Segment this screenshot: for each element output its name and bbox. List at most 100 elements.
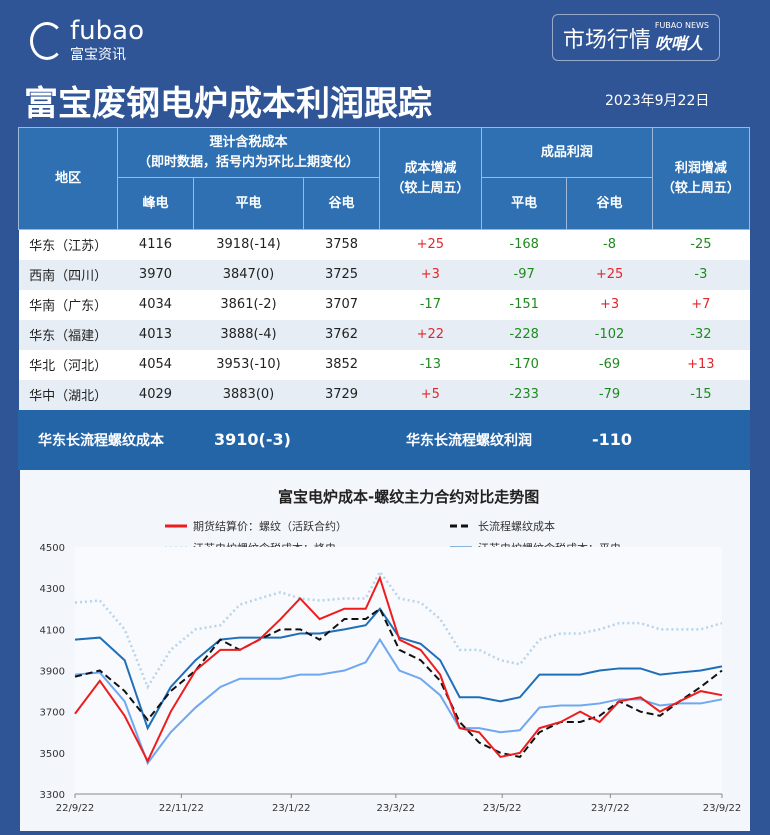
cell-peak: 4029 — [117, 379, 194, 410]
h-cost-chg: 成本增减 （较上周五） — [378, 127, 482, 230]
cell-region: 华南（广东） — [18, 289, 118, 320]
cell-peak: 3970 — [117, 259, 194, 290]
cell-p-valley: +3 — [566, 289, 653, 320]
news-a: 市场行情 — [562, 28, 651, 53]
cell-peak: 4013 — [117, 319, 194, 350]
series-line — [74, 607, 723, 731]
cell-p-valley: -79 — [566, 379, 653, 410]
cell-valley: 3758 — [303, 229, 380, 260]
cell-p-chg: -32 — [652, 319, 750, 350]
cell-peak: 4116 — [117, 229, 194, 260]
cell-valley: 3707 — [303, 289, 380, 320]
cell-flat: 3953(-10) — [193, 349, 304, 380]
series-line — [74, 637, 723, 766]
cell-flat: 3847(0) — [193, 259, 304, 290]
h-vs2: （较上周五） — [661, 180, 740, 196]
y-tick-label: 4100 — [40, 625, 65, 636]
news-b: FUBAO NEWS — [654, 21, 709, 30]
x-tick-label: 23/9/22 — [703, 803, 742, 814]
page-title: 富宝废钢电炉成本利润跟踪 — [24, 84, 432, 124]
h-cost-sub: （即时数据，括号内为环比上期变化） — [137, 154, 359, 170]
cell-cost-chg: -13 — [379, 349, 482, 380]
cell-valley: 3762 — [303, 319, 380, 350]
news-badge: 市场行情 FUBAO NEWS 吹哨人 — [551, 14, 720, 61]
cell-p-flat: -233 — [481, 379, 567, 410]
cell-p-flat: -151 — [481, 289, 567, 320]
h-cost-chg-label: 成本增减 — [404, 160, 457, 176]
cell-cost-chg: +5 — [379, 379, 482, 410]
fubao-logo: fubao 富宝资讯 — [30, 18, 144, 64]
table-row: 华东（福建） 4013 3888(-4) 3762 +22 -228 -102 -32 — [18, 319, 750, 350]
cell-flat: 3918(-14) — [193, 229, 304, 260]
y-tick-label: 4300 — [40, 584, 65, 595]
chart-title: 富宝电炉成本-螺纹主力合约对比走势图 — [278, 488, 539, 506]
x-tick-label: 22/9/22 — [56, 803, 95, 814]
table-row: 华中（湖北） 4029 3883(0) 3729 +5 -233 -79 -15 — [18, 379, 750, 410]
cost-profit-table: 地区 理计含税成本 （即时数据，括号内为环比上期变化） 成本增减 （较上周五） 成品… — [17, 127, 751, 410]
cell-cost-chg: +25 — [379, 229, 482, 260]
h-vs: （较上周五） — [391, 180, 470, 196]
x-tick-label: 23/3/22 — [377, 803, 416, 814]
x-tick-label: 23/5/22 — [483, 803, 522, 814]
cell-valley: 3725 — [303, 259, 380, 290]
table-row: 西南（四川） 3970 3847(0) 3725 +3 -97 +25 -3 — [18, 259, 750, 290]
h-region: 地区 — [17, 127, 119, 230]
cell-p-chg: -3 — [652, 259, 750, 290]
cell-peak: 4034 — [117, 289, 194, 320]
cell-region: 华东（福建） — [18, 319, 118, 350]
summary-profit-value: -110 — [592, 430, 633, 449]
cell-cost-chg: -17 — [379, 289, 482, 320]
cell-cost-chg: +22 — [379, 319, 482, 350]
summary-cost-value: 3910(-3) — [214, 430, 291, 449]
cell-p-chg: +13 — [652, 349, 750, 380]
cell-flat: 3861(-2) — [193, 289, 304, 320]
h-p-flat: 平电 — [480, 177, 568, 230]
cell-p-chg: -15 — [652, 379, 750, 410]
summary-profit-label: 华东长流程螺纹利润 — [406, 433, 532, 449]
legend-label: 长流程螺纹成本 — [478, 519, 555, 533]
chart-svg: 富宝电炉成本-螺纹主力合约对比走势图 江苏电炉螺纹含税成本：峰电江苏电炉螺纹含税… — [40, 488, 742, 814]
table-row: 华南（广东） 4034 3861(-2) 3707 -17 -151 +3 +7 — [18, 289, 750, 320]
cell-p-valley: +25 — [566, 259, 653, 290]
logo-en: fubao — [70, 16, 144, 46]
cell-valley: 3729 — [303, 379, 380, 410]
cell-region: 华东（江苏） — [18, 229, 118, 260]
cell-valley: 3852 — [303, 349, 380, 380]
y-tick-label: 3700 — [40, 708, 65, 719]
summary-cost-label: 华东长流程螺纹成本 — [38, 433, 164, 449]
news-c: 吹哨人 — [654, 34, 703, 53]
cell-p-chg: +7 — [652, 289, 750, 320]
y-tick-label: 3900 — [40, 667, 65, 678]
legend-label: 期货结算价：螺纹（活跃合约） — [193, 519, 347, 533]
h-profit-chg-label: 利润增减 — [674, 160, 727, 176]
x-tick-label: 22/11/22 — [159, 803, 204, 814]
cell-p-flat: -228 — [481, 319, 567, 350]
logo-mark-icon — [30, 22, 64, 60]
series-line — [74, 575, 723, 764]
cell-p-valley: -8 — [566, 229, 653, 260]
h-profit: 成品利润 — [480, 127, 653, 178]
y-tick-label: 3300 — [40, 790, 65, 801]
cell-peak: 4054 — [117, 349, 194, 380]
cell-region: 西南（四川） — [18, 259, 118, 290]
x-tick-label: 23/7/22 — [591, 803, 630, 814]
cell-p-chg: -25 — [652, 229, 750, 260]
y-tick-label: 4500 — [40, 543, 65, 554]
trend-chart: 富宝电炉成本-螺纹主力合约对比走势图 江苏电炉螺纹含税成本：峰电江苏电炉螺纹含税… — [20, 470, 750, 831]
series-line — [74, 607, 723, 759]
report-date: 2023年9月22日 — [605, 93, 710, 109]
cell-p-flat: -168 — [481, 229, 567, 260]
h-cost: 理计含税成本 （即时数据，括号内为环比上期变化） — [117, 127, 380, 178]
table-row: 华北（河北） 4054 3953(-10) 3852 -13 -170 -69 +13 — [18, 349, 750, 380]
h-cost-label: 理计含税成本 — [209, 134, 288, 150]
x-tick-label: 23/1/22 — [272, 803, 311, 814]
h-flat: 平电 — [192, 177, 305, 230]
table-row: 华东（江苏） 4116 3918(-14) 3758 +25 -168 -8 -25 — [18, 229, 750, 260]
h-p-valley: 谷电 — [566, 177, 653, 230]
cell-p-valley: -69 — [566, 349, 653, 380]
cell-region: 华中（湖北） — [18, 379, 118, 410]
cell-flat: 3883(0) — [193, 379, 304, 410]
y-tick-label: 3500 — [40, 749, 65, 760]
logo-cn: 富宝资讯 — [70, 47, 126, 63]
h-peak: 峰电 — [117, 177, 194, 230]
